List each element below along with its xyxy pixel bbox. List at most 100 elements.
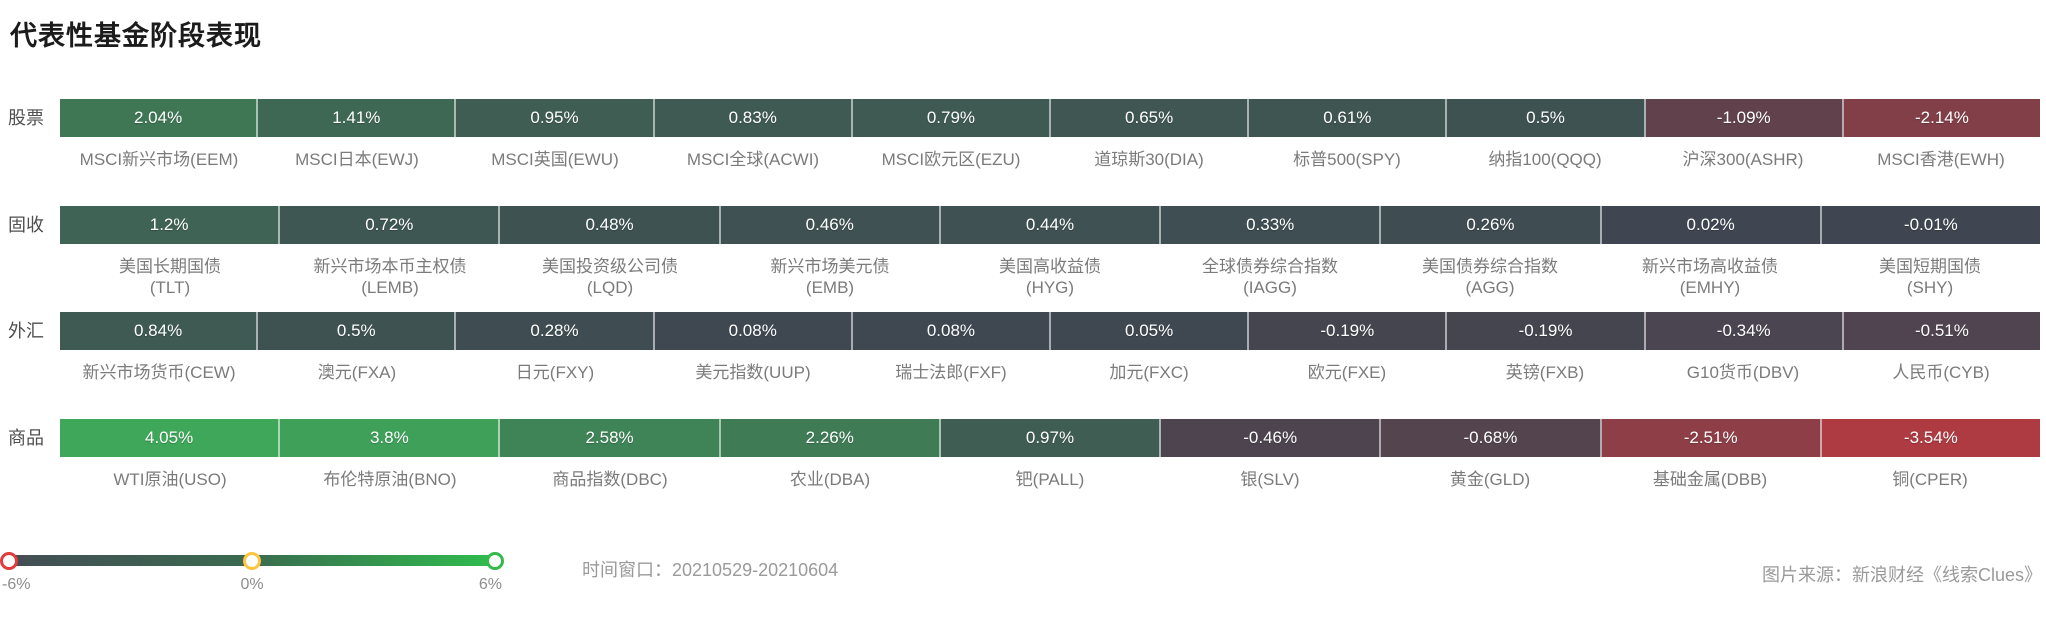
- cell-value: 0.48%: [585, 215, 634, 234]
- heatmap-cell: -1.09%: [1645, 99, 1844, 137]
- image-source-label: 图片来源：新浪财经《线索Clues》: [1761, 565, 2042, 585]
- cell-fund-label: 美元指数(UUP): [695, 363, 811, 382]
- heatmap-cell: 0.08%: [852, 312, 1052, 350]
- legend-ticks: -6% 0% 6%: [2, 576, 502, 594]
- cell-fund-label: 农业(DBA): [789, 470, 871, 489]
- cell-fund-label: 标普500(SPY): [1293, 150, 1401, 169]
- cell-value: -1.09%: [1716, 108, 1771, 127]
- cell-fund-label: 人民币(CYB): [1892, 363, 1990, 382]
- heatmap-cell: 0.33%: [1161, 206, 1382, 244]
- heatmap-bar: 4.05% 3.8% 2.58% 2.26% 0.97% -0.46% -0.68% -2.5…: [60, 419, 2040, 457]
- legend-min-label: -6%: [2, 576, 31, 593]
- heatmap-bar-labels: MSCI新兴市场(EEM) MSCI日本(EWJ) MSCI英国(EWU) MSCI全…: [60, 149, 2040, 170]
- heatmap-cell: 3.8%: [280, 419, 501, 457]
- cell-fund-label: 美国投资级公司债 (LQD): [542, 257, 678, 297]
- cell-value: -0.68%: [1463, 428, 1518, 447]
- cell-value: 0.44%: [1025, 215, 1075, 234]
- cell-fund-label: WTI原油(USO): [113, 470, 227, 489]
- cell-fund-label: MSCI日本(EWJ): [295, 150, 419, 169]
- cell-fund-label: 美国债券综合指数 (AGG): [1422, 257, 1558, 297]
- row-category-label: 外汇: [8, 321, 44, 341]
- cell-value: 0.97%: [1025, 428, 1075, 447]
- heatmap-bar-labels: 美国长期国债 (TLT) 新兴市场本币主权债 (LEMB) 美国投资级公司债 (LQD) 新…: [60, 256, 2040, 298]
- heatmap-cell: 2.58%: [500, 419, 721, 457]
- cell-value: -0.01%: [1903, 215, 1958, 234]
- cell-fund-label: 日元(FXY): [515, 363, 595, 382]
- cell-value: 1.2%: [149, 215, 189, 234]
- color-scale-legend: -6% 0% 6%: [0, 547, 504, 594]
- heatmap-cell: -3.54%: [1821, 419, 2040, 457]
- heatmap-cell: 0.84%: [60, 312, 259, 350]
- cell-fund-label: 钯(PALL): [1015, 470, 1085, 489]
- heatmap-cell: 0.5%: [1447, 99, 1646, 137]
- heatmap-bar: 2.04% 1.41% 0.95% 0.83% 0.79% 0.65% 0.61% 0.5% -…: [60, 99, 2041, 137]
- cell-value: -2.51%: [1683, 428, 1738, 447]
- cell-value: 3.8%: [369, 428, 409, 447]
- heatmap-cell: 2.04%: [60, 99, 259, 137]
- cell-value: 0.61%: [1323, 108, 1372, 127]
- heatmap-cell: -0.68%: [1381, 419, 1602, 457]
- heatmap-cell: 0.26%: [1381, 206, 1602, 244]
- cell-value: 0.79%: [926, 108, 976, 127]
- heatmap-row: 股票 2.04% 1.41% 0.95% 0.83% 0.79% 0.65% 0.61% 0.5…: [0, 99, 2046, 170]
- heatmap-cell: -0.19%: [1249, 312, 1448, 350]
- cell-fund-label: 美国短期国债 (SHY): [1879, 257, 1981, 297]
- heatmap-cell: -0.19%: [1447, 312, 1646, 350]
- cell-fund-label: 商品指数(DBC): [552, 470, 668, 489]
- heatmap-bar: 0.84% 0.5% 0.28% 0.08% 0.08% 0.05% -0.19% -0.19…: [60, 312, 2041, 350]
- legend-mid-handle: [243, 551, 261, 570]
- heatmap-cell: 4.05%: [60, 419, 281, 457]
- legend-mid-label: 0%: [240, 576, 264, 593]
- heatmap-cell: 0.28%: [456, 312, 655, 350]
- heatmap-row: 固收 1.2% 0.72% 0.48% 0.46% 0.44% 0.33% 0.26% 0.02…: [0, 206, 2046, 298]
- cell-fund-label: 布伦特原油(BNO): [323, 470, 457, 489]
- legend-gradient-track: [0, 551, 504, 570]
- heatmap-cell: 1.41%: [258, 99, 457, 137]
- cell-fund-label: 新兴市场货币(CEW): [82, 363, 236, 382]
- cell-value: 0.83%: [728, 108, 777, 127]
- cell-fund-label: 黄金(GLD): [1449, 470, 1531, 489]
- cell-fund-label: 道琼斯30(DIA): [1094, 150, 1204, 169]
- cell-fund-label: 基础金属(DBB): [1652, 470, 1768, 489]
- cell-fund-label: MSCI欧元区(EZU): [881, 150, 1021, 169]
- heatmap-bar: 1.2% 0.72% 0.48% 0.46% 0.44% 0.33% 0.26% 0.02% -…: [60, 206, 2040, 244]
- cell-fund-label: 加元(FXC): [1109, 363, 1189, 382]
- footer: -6% 0% 6% 时间窗口：20210529-20210604 图片来源：新浪…: [0, 547, 2046, 594]
- heatmap-cell: 0.97%: [940, 419, 1162, 457]
- cell-fund-label: G10货币(DBV): [1686, 363, 1800, 382]
- cell-fund-label: 银(SLV): [1240, 470, 1300, 489]
- heatmap-bar-labels: 新兴市场货币(CEW) 澳元(FXA) 日元(FXY) 美元指数(UUP) 瑞士法郎(F…: [60, 362, 2040, 383]
- cell-value: 0.5%: [336, 321, 376, 340]
- cell-value: 0.08%: [926, 321, 976, 340]
- heatmap-cell: 1.2%: [60, 206, 281, 244]
- cell-value: -0.34%: [1716, 321, 1771, 340]
- cell-fund-label: MSCI英国(EWU): [491, 150, 619, 169]
- cell-value: -3.54%: [1903, 428, 1958, 447]
- cell-value: 0.28%: [530, 321, 579, 340]
- cell-value: 0.84%: [134, 321, 183, 340]
- cell-fund-label: 美国长期国债 (TLT): [119, 257, 221, 297]
- cell-value: 2.58%: [585, 428, 634, 447]
- legend-max-handle: [486, 551, 504, 570]
- legend-max-label: 6%: [478, 576, 503, 593]
- cell-value: 0.72%: [365, 215, 414, 234]
- heatmap-cell: -0.51%: [1843, 312, 2041, 350]
- heatmap-cell: 0.61%: [1249, 99, 1448, 137]
- cell-fund-label: 瑞士法郎(FXF): [895, 363, 1007, 382]
- heatmap-cell: 0.5%: [258, 312, 457, 350]
- cell-value: 0.05%: [1125, 321, 1174, 340]
- cell-value: -0.19%: [1320, 321, 1375, 340]
- cell-value: 0.02%: [1686, 215, 1735, 234]
- page-title: 代表性基金阶段表现: [10, 21, 262, 51]
- row-category-label: 股票: [8, 108, 44, 128]
- cell-value: 2.04%: [134, 108, 183, 127]
- heatmap-cell: 0.65%: [1051, 99, 1250, 137]
- cell-fund-label: 欧元(FXE): [1307, 363, 1387, 382]
- cell-fund-label: 英镑(FXB): [1505, 363, 1585, 382]
- heatmap-cell: -0.01%: [1821, 206, 2040, 244]
- cell-value: 0.33%: [1246, 215, 1295, 234]
- heatmap-cell: 0.48%: [500, 206, 721, 244]
- cell-fund-label: 新兴市场本币主权债 (LEMB): [313, 257, 467, 297]
- cell-value: -0.19%: [1518, 321, 1573, 340]
